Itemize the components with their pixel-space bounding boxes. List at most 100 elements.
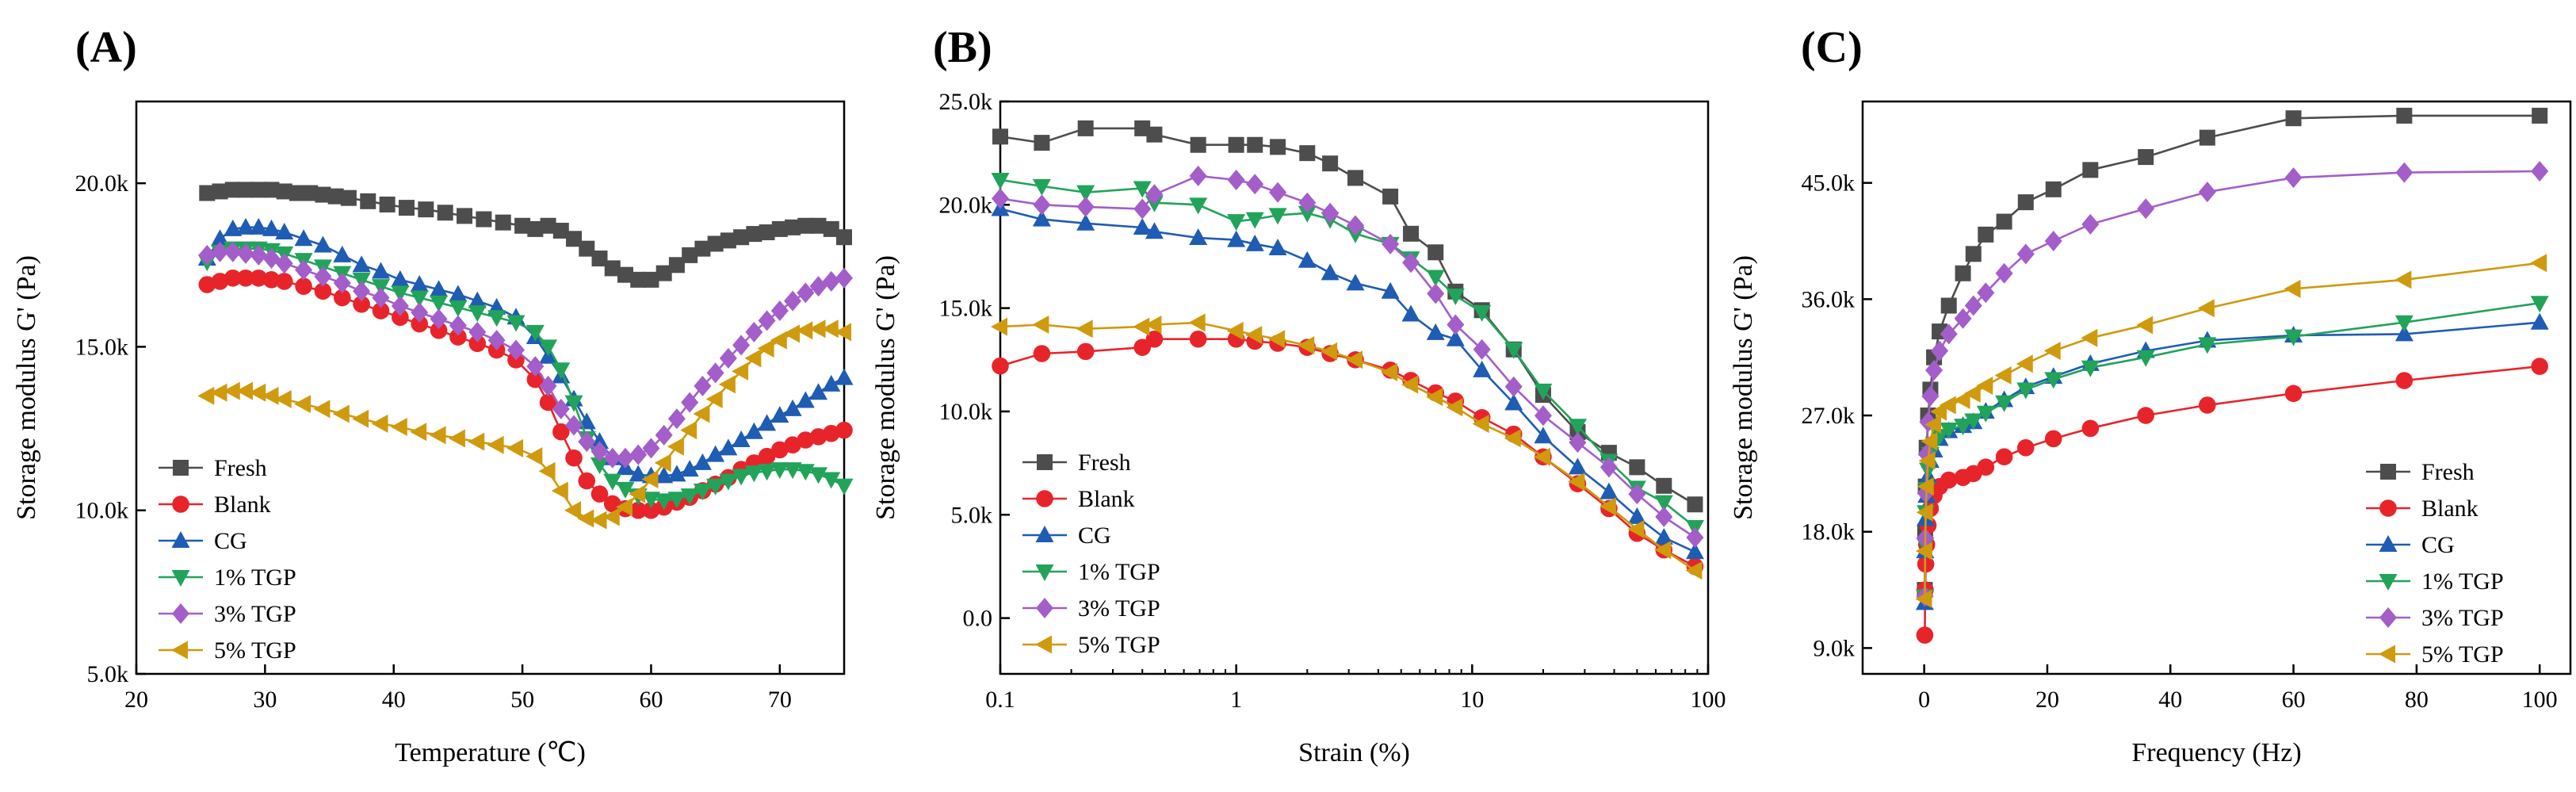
x-tick-label: 0.1 <box>985 687 1015 713</box>
data-point <box>758 464 777 481</box>
x-tick-label: 40 <box>382 687 406 713</box>
data-point <box>1401 304 1420 322</box>
data-point <box>835 323 851 342</box>
data-point <box>578 472 596 490</box>
data-point <box>590 457 610 474</box>
data-point <box>1965 246 1982 262</box>
data-point <box>1473 304 1492 322</box>
data-point <box>746 226 762 243</box>
data-point <box>1917 477 1934 496</box>
data-point <box>391 285 410 303</box>
series-5pct-tgp <box>197 319 851 530</box>
data-point <box>332 404 350 423</box>
data-point <box>262 219 281 236</box>
data-point <box>1227 214 1246 231</box>
data-point <box>487 330 506 351</box>
data-point <box>1402 252 1420 274</box>
data-point <box>667 437 684 456</box>
data-point <box>770 300 789 322</box>
data-point <box>468 335 487 353</box>
data-point <box>1976 377 1993 396</box>
data-point <box>758 310 776 331</box>
data-point <box>823 220 839 237</box>
data-point <box>616 447 634 469</box>
data-point <box>2198 337 2217 354</box>
data-point <box>603 447 621 469</box>
legend-item-blank: Blank <box>1022 486 1135 512</box>
legend-marker <box>173 460 189 476</box>
data-point <box>1533 447 1550 466</box>
data-point <box>759 224 775 241</box>
data-point <box>1426 270 1445 287</box>
data-point <box>706 478 725 495</box>
data-point <box>2081 213 2100 235</box>
legend-item-3pct-tgp: 3% TGP <box>2366 605 2504 631</box>
legend-item-5pct-tgp: 5% TGP <box>2366 641 2504 668</box>
data-point <box>2137 407 2154 424</box>
data-point <box>313 400 331 419</box>
data-point <box>2394 324 2414 342</box>
y-tick-label: 15.0k <box>939 296 993 322</box>
data-point <box>1953 390 1970 409</box>
data-point <box>1569 432 1587 453</box>
data-point <box>655 493 674 511</box>
series-3pct-tgp <box>198 241 853 469</box>
data-point <box>642 501 660 519</box>
legend-marker <box>172 495 189 513</box>
data-point <box>236 381 254 400</box>
data-point <box>250 182 267 198</box>
data-point <box>314 282 332 300</box>
data-point <box>1504 429 1521 448</box>
legend-marker <box>2379 499 2397 517</box>
data-point <box>2044 231 2062 252</box>
data-point <box>1627 507 1646 524</box>
data-point <box>224 241 242 262</box>
data-point <box>1247 136 1263 153</box>
data-point <box>212 183 228 200</box>
legend-marker <box>2380 464 2396 480</box>
data-point <box>1915 541 1932 561</box>
data-point <box>1189 228 1208 246</box>
data-point <box>360 193 376 209</box>
panel-b: (B) 0.1 1 10 100 0.0 5.0k 10.0k 15.0k 20.0k 25.0k S… <box>871 23 1726 767</box>
data-point <box>706 445 725 462</box>
data-point <box>991 317 1007 336</box>
data-point <box>539 393 557 411</box>
data-point <box>1227 230 1246 247</box>
data-point <box>263 182 280 198</box>
data-point <box>1954 308 1972 329</box>
data-point <box>719 438 738 456</box>
series-1pct-tgp <box>197 241 854 511</box>
data-point <box>314 266 332 287</box>
legend-label: Fresh <box>1078 450 1131 476</box>
data-point <box>821 319 839 339</box>
legend-label: 3% TGP <box>2421 605 2504 631</box>
data-point <box>706 362 724 384</box>
data-point <box>1504 376 1523 397</box>
data-point <box>770 462 789 480</box>
data-point <box>223 381 240 400</box>
data-point <box>487 310 506 327</box>
data-point <box>371 262 390 279</box>
legend-marker <box>1035 635 1052 654</box>
data-point <box>565 415 583 436</box>
data-point <box>2017 194 2034 211</box>
x-axis-title: Frequency (Hz) <box>2131 738 2301 767</box>
data-point <box>468 305 487 323</box>
data-point <box>430 280 449 297</box>
data-point <box>809 467 828 484</box>
data-point <box>448 429 465 448</box>
y-axis-title: Storage modulus G' (Pa) <box>1729 255 1758 520</box>
legend-item-3pct-tgp: 3% TGP <box>1022 595 1160 622</box>
data-point <box>352 255 371 273</box>
data-point <box>810 217 827 234</box>
x-tick-label: 40 <box>2158 687 2182 713</box>
data-point <box>1925 359 1943 381</box>
data-point <box>1996 213 2012 230</box>
y-tick-label: 5.0k <box>951 502 993 528</box>
data-point <box>1190 136 1206 153</box>
series-blank <box>198 269 853 519</box>
data-point <box>1686 526 1704 548</box>
x-tick-label: 30 <box>253 687 277 713</box>
data-point <box>449 315 467 336</box>
